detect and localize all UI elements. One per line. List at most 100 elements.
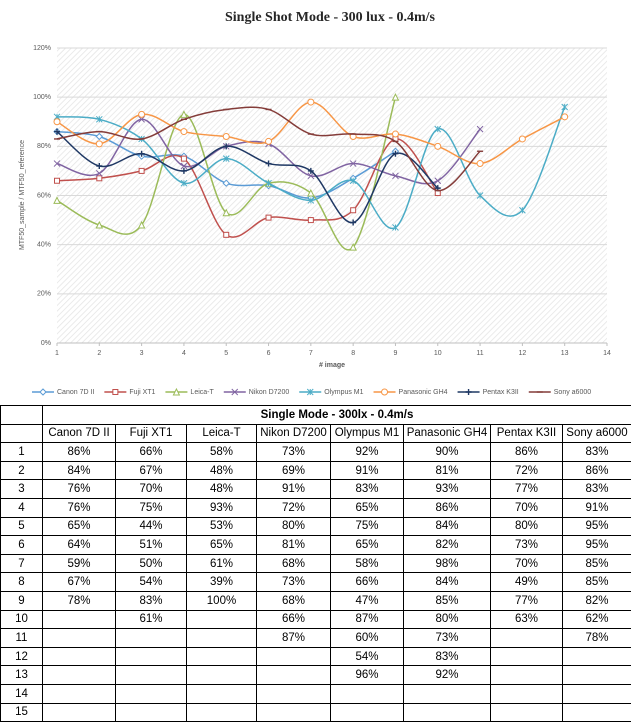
table-cell: 83% (331, 480, 404, 499)
x-tick-label: 7 (309, 350, 313, 357)
table-cell: 62% (563, 610, 631, 629)
y-tick-label: 20% (37, 291, 51, 298)
table-cell: 90% (404, 443, 491, 462)
table-cell: 75% (116, 498, 187, 517)
row-label: 7 (1, 554, 43, 573)
table-cell (116, 647, 187, 666)
x-tick-label: 5 (224, 350, 228, 357)
column-header: Leica-T (187, 424, 257, 443)
table-cell: 65% (331, 498, 404, 517)
table-cell (187, 703, 257, 722)
table-cell: 87% (257, 629, 331, 648)
table-cell (331, 684, 404, 703)
table-cell: 73% (257, 443, 331, 462)
legend-item: Pentax K3II (458, 389, 519, 396)
table-cell: 72% (257, 498, 331, 517)
marker (477, 161, 483, 167)
y-tick-label: 0% (41, 340, 51, 347)
y-tick-label: 100% (33, 94, 51, 101)
table-cell: 50% (116, 554, 187, 573)
table-cell: 91% (563, 498, 631, 517)
column-header: Pentax K3II (491, 424, 563, 443)
row-label: 12 (1, 647, 43, 666)
table-cell: 59% (43, 554, 116, 573)
table-cell: 80% (257, 517, 331, 536)
table-cell: 64% (43, 536, 116, 555)
marker (139, 168, 144, 173)
table-cell (43, 684, 116, 703)
legend-label: Leica-T (190, 389, 214, 396)
legend-label: Olympus M1 (324, 389, 363, 396)
table-cell: 65% (43, 517, 116, 536)
table-cell: 80% (491, 517, 563, 536)
table-cell (404, 703, 491, 722)
header-corner (1, 424, 43, 443)
table-cell (491, 647, 563, 666)
table-cell: 66% (257, 610, 331, 629)
table-cell: 86% (404, 498, 491, 517)
marker (224, 232, 229, 237)
table-cell: 85% (563, 573, 631, 592)
table-cell (116, 703, 187, 722)
x-tick-label: 14 (603, 350, 611, 357)
table-cell: 95% (563, 517, 631, 536)
table-cell: 91% (257, 480, 331, 499)
table-cell (43, 610, 116, 629)
table-cell (43, 629, 116, 648)
table-cell: 86% (43, 443, 116, 462)
table-cell: 76% (43, 480, 116, 499)
legend-item: Olympus M1 (299, 389, 363, 396)
y-tick-label: 80% (37, 143, 51, 150)
table-cell (187, 610, 257, 629)
marker (40, 389, 46, 395)
table-cell: 72% (491, 461, 563, 480)
row-label: 13 (1, 666, 43, 685)
row-label: 2 (1, 461, 43, 480)
table-cell (331, 703, 404, 722)
legend-item: Nikon D7200 (224, 389, 290, 396)
table-cell (563, 647, 631, 666)
table-cell: 49% (491, 573, 563, 592)
table-cell: 84% (404, 517, 491, 536)
marker (181, 156, 186, 161)
table-cell (257, 703, 331, 722)
table-cell: 73% (491, 536, 563, 555)
table-cell: 83% (563, 480, 631, 499)
column-header: Panasonic GH4 (404, 424, 491, 443)
table-cell (116, 666, 187, 685)
row-label: 9 (1, 591, 43, 610)
row-label: 15 (1, 703, 43, 722)
table-cell: 73% (257, 573, 331, 592)
row-label: 3 (1, 480, 43, 499)
x-tick-label: 6 (267, 350, 271, 357)
table-cell: 44% (116, 517, 187, 536)
marker (308, 218, 313, 223)
legend-label: Sony a6000 (554, 389, 591, 396)
x-tick-label: 9 (394, 350, 398, 357)
table-cell: 84% (404, 573, 491, 592)
table-cell (257, 666, 331, 685)
x-tick-label: 1 (55, 350, 59, 357)
row-label: 10 (1, 610, 43, 629)
legend-label: Panasonic GH4 (399, 389, 448, 396)
table-cell: 60% (331, 629, 404, 648)
marker (113, 390, 118, 395)
table-cell: 96% (331, 666, 404, 685)
table-cell: 86% (563, 461, 631, 480)
legend-item: Canon 7D II (32, 389, 94, 396)
table-cell: 48% (187, 461, 257, 480)
marker (139, 111, 145, 117)
table-cell (187, 629, 257, 648)
table-cell: 66% (116, 443, 187, 462)
table-cell: 93% (187, 498, 257, 517)
row-label: 6 (1, 536, 43, 555)
marker (223, 134, 229, 140)
